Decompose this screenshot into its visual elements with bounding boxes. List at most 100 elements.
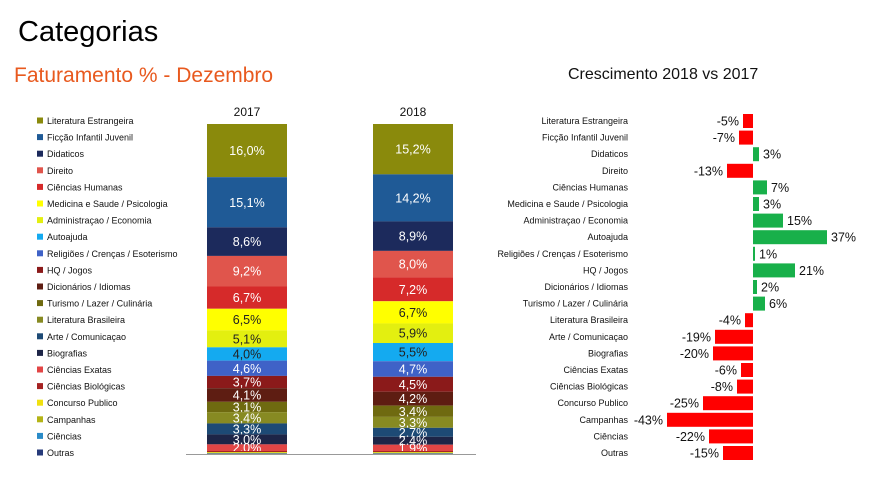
growth-value-label: -25% bbox=[670, 397, 699, 411]
growth-category-label: Campanhas bbox=[579, 415, 628, 425]
growth-value-label: -20% bbox=[680, 347, 709, 361]
growth-bar bbox=[753, 197, 759, 211]
bar-value-label: 15,2% bbox=[395, 143, 430, 157]
growth-category-label: Arte / Comunicaçao bbox=[549, 332, 628, 342]
bar-value-label: 3,7% bbox=[233, 376, 262, 390]
legend-swatch bbox=[37, 266, 43, 273]
legend-label: Autoajuda bbox=[47, 232, 88, 242]
legend-label: Didaticos bbox=[47, 149, 85, 159]
growth-bar bbox=[713, 346, 753, 361]
bar-segment-2017-16 bbox=[207, 451, 287, 453]
bar-value-label: 4,0% bbox=[233, 347, 262, 361]
bar-segment-2017-0 bbox=[207, 124, 287, 178]
legend-swatch bbox=[37, 283, 43, 290]
legend-swatch bbox=[37, 383, 43, 390]
legend-swatch bbox=[37, 233, 43, 240]
legend-label: Ciências bbox=[47, 431, 82, 441]
legend-label: HQ / Jogos bbox=[47, 265, 93, 275]
bar-segment-2018-11 bbox=[373, 405, 453, 417]
bar-segment-2018-15 bbox=[373, 444, 453, 452]
growth-bar bbox=[715, 329, 753, 344]
growth-category-label: Didaticos bbox=[591, 149, 629, 159]
growth-category-label: Administraçao / Economia bbox=[523, 216, 628, 226]
legend-swatch bbox=[37, 316, 43, 323]
legend-swatch bbox=[37, 217, 43, 224]
growth-category-label: Religiões / Crenças / Esoterismo bbox=[497, 249, 628, 259]
legend-swatch bbox=[37, 167, 43, 174]
growth-category-label: Literatura Estrangeira bbox=[541, 116, 628, 126]
bar-value-label: 5,5% bbox=[399, 346, 428, 360]
growth-bar bbox=[667, 412, 753, 427]
bar-segment-2018-6 bbox=[373, 323, 453, 344]
legend-label: Ciências Humanas bbox=[47, 182, 123, 192]
growth-bar bbox=[753, 147, 759, 162]
growth-value-label: -15% bbox=[690, 447, 719, 461]
bar-value-label: 3,1% bbox=[233, 400, 262, 414]
growth-value-label: -5% bbox=[717, 115, 739, 129]
growth-category-label: Ciências Exatas bbox=[563, 365, 628, 375]
growth-category-label: Autoajuda bbox=[587, 232, 628, 242]
bar-value-label: 3,3% bbox=[233, 422, 262, 436]
bar-segment-2017-13 bbox=[207, 423, 287, 435]
growth-category-label: Ciências Humanas bbox=[552, 182, 628, 192]
bar-value-label: 5,9% bbox=[399, 327, 428, 341]
growth-value-label: 37% bbox=[831, 231, 856, 245]
bar-value-label: 4,1% bbox=[233, 389, 262, 403]
growth-value-label: 15% bbox=[787, 214, 812, 228]
bar-value-label: 6,5% bbox=[233, 313, 262, 327]
growth-value-label: 1% bbox=[759, 247, 777, 261]
growth-bar bbox=[741, 363, 753, 377]
growth-bar bbox=[703, 396, 753, 411]
bar-segment-2017-10 bbox=[207, 388, 287, 402]
legend-label: Administraçao / Economia bbox=[47, 216, 152, 226]
legend-swatch bbox=[37, 134, 43, 141]
growth-value-label: -8% bbox=[711, 380, 733, 394]
growth-value-label: -7% bbox=[713, 131, 735, 145]
legend-label: Arte / Comunicaçao bbox=[47, 332, 126, 342]
legend-label: Biografias bbox=[47, 348, 88, 358]
legend-label: Literatura Brasileira bbox=[47, 315, 125, 325]
bar-value-label: 4,2% bbox=[399, 392, 428, 406]
legend-label: Direito bbox=[47, 166, 73, 176]
column-label-2017: 2017 bbox=[234, 105, 261, 119]
bar-segment-2018-16 bbox=[373, 451, 453, 453]
bar-segment-2018-13 bbox=[373, 427, 453, 437]
bar-segment-2018-12 bbox=[373, 416, 453, 428]
legend-swatch bbox=[37, 416, 43, 423]
growth-value-label: -6% bbox=[715, 364, 737, 378]
bar-value-label: 6,7% bbox=[233, 291, 262, 305]
growth-category-label: Biografias bbox=[588, 348, 629, 358]
growth-bar bbox=[753, 263, 795, 278]
bar-segment-2017-11 bbox=[207, 401, 287, 413]
growth-value-label: 3% bbox=[763, 148, 781, 162]
growth-value-label: -43% bbox=[634, 413, 663, 427]
growth-bar bbox=[743, 114, 753, 128]
bar-value-label: 3,0% bbox=[233, 433, 262, 447]
growth-category-label: Dicionários / Idiomas bbox=[544, 282, 628, 292]
bar-value-label: 4,6% bbox=[233, 362, 262, 376]
growth-chart-title: Crescimento 2018 vs 2017 bbox=[568, 66, 759, 83]
bar-segment-2018-9 bbox=[373, 376, 453, 392]
growth-bar bbox=[753, 246, 755, 261]
bar-segment-2018-8 bbox=[373, 361, 453, 377]
bar-segment-2018-4 bbox=[373, 277, 453, 302]
legend-label: Ficção Infantil Juvenil bbox=[47, 133, 133, 143]
legend-swatch bbox=[37, 250, 43, 257]
legend-label: Ciências Biológicas bbox=[47, 382, 126, 392]
growth-bar bbox=[709, 429, 753, 444]
growth-value-label: -22% bbox=[676, 430, 705, 444]
bar-value-label: 3,4% bbox=[233, 411, 262, 425]
bar-value-label: 14,2% bbox=[395, 191, 430, 205]
legend-swatch bbox=[37, 366, 43, 373]
bar-segment-2017-9 bbox=[207, 375, 287, 389]
growth-value-label: -13% bbox=[694, 164, 723, 178]
page-title: Categorias bbox=[18, 16, 159, 48]
bar-segment-2017-8 bbox=[207, 360, 287, 376]
growth-value-label: 6% bbox=[769, 297, 787, 311]
legend-label: Concurso Publico bbox=[47, 398, 118, 408]
bar-segment-2017-3 bbox=[207, 255, 287, 287]
growth-bar bbox=[753, 230, 827, 245]
growth-category-label: Medicina e Saude / Psicologia bbox=[507, 199, 628, 209]
growth-bar bbox=[753, 213, 783, 228]
legend-swatch bbox=[37, 432, 43, 439]
